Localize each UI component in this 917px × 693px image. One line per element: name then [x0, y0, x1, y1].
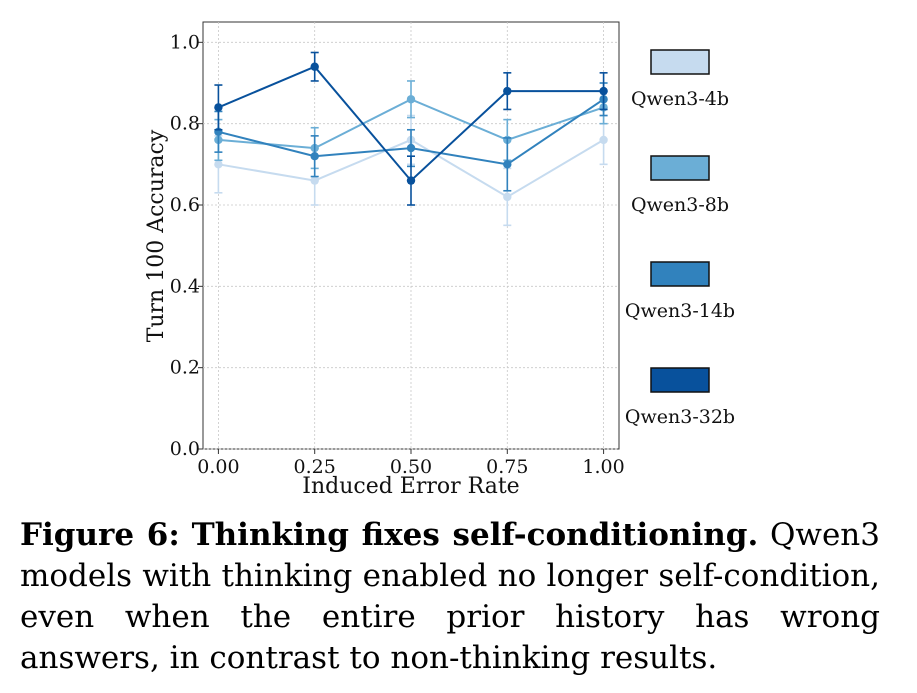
data-point	[310, 176, 319, 185]
legend: Qwen3-4b Qwen3-8b Qwen3-14b Qwen3-32b	[625, 49, 735, 428]
legend-swatch	[650, 367, 710, 393]
x-tick-label: 0.00	[197, 456, 239, 478]
legend-item: Qwen3-4b	[631, 49, 729, 110]
legend-item: Qwen3-8b	[631, 155, 729, 216]
axis-ticks: 0.00 0.25 0.50 0.75 1.00 0.0 0.2 0.4 0.6 0.8 1.0	[170, 31, 625, 478]
legend-item: Qwen3-14b	[625, 261, 735, 322]
y-tick-label: 0.2	[170, 357, 200, 379]
data-point	[406, 95, 416, 104]
legend-swatch	[650, 49, 710, 75]
data-point	[503, 86, 512, 96]
legend-label: Qwen3-14b	[625, 300, 735, 322]
series-qwen3-32b	[214, 51, 608, 206]
data-point	[503, 192, 512, 202]
y-axis-label: Turn 100 Accuracy	[144, 129, 169, 342]
y-tick-label: 0.8	[170, 113, 200, 135]
data-point	[310, 152, 319, 161]
legend-label: Qwen3-32b	[625, 406, 735, 428]
data-point	[406, 176, 416, 185]
data-point	[406, 143, 416, 153]
y-tick-label: 0.4	[170, 275, 200, 297]
data-point	[599, 86, 608, 96]
legend-label: Qwen3-8b	[631, 194, 729, 216]
series-group	[214, 51, 608, 227]
data-point	[310, 62, 319, 71]
x-axis-label: Induced Error Rate	[302, 474, 519, 499]
x-tick-label: 0.50	[390, 456, 432, 478]
x-tick-label: 0.75	[486, 456, 528, 478]
y-tick-label: 1.0	[170, 31, 200, 53]
data-point	[503, 160, 512, 169]
data-point	[214, 103, 223, 112]
y-tick-label: 0.6	[170, 194, 200, 216]
legend-item: Qwen3-32b	[625, 367, 735, 428]
caption-title: Thinking fixes self-conditioning.	[191, 517, 759, 553]
caption-label: Figure 6:	[20, 517, 180, 553]
caption-text: Qwen3 models with thinking enabled no lo…	[20, 517, 880, 676]
y-tick-label: 0.0	[170, 438, 200, 460]
data-point	[214, 160, 223, 169]
figure-caption: Figure 6: Thinking fixes self-conditioni…	[20, 515, 880, 679]
x-tick-label: 1.00	[582, 456, 624, 478]
x-tick-label: 0.25	[294, 456, 336, 478]
legend-swatch	[650, 261, 710, 287]
legend-label: Qwen3-4b	[631, 88, 729, 110]
legend-swatch	[650, 155, 710, 181]
data-point	[599, 135, 608, 145]
chart: 0.00 0.25 0.50 0.75 1.00 0.0 0.2 0.4 0.6 0.8 1.0 I…	[144, 21, 735, 499]
